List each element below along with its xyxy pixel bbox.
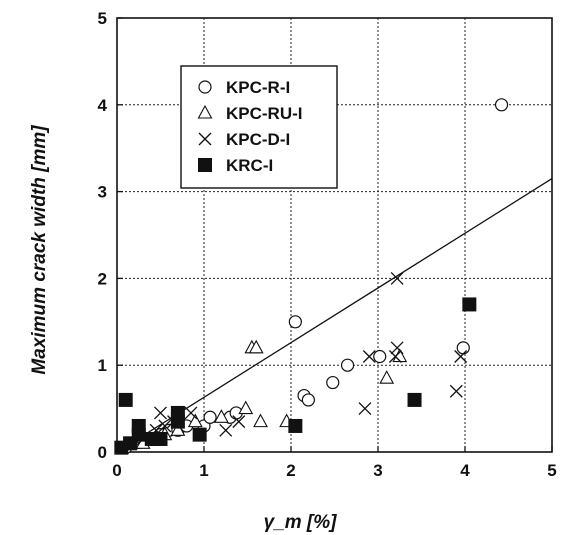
data-point [204, 411, 216, 423]
data-point [239, 402, 252, 414]
legend-marker [199, 81, 211, 93]
data-point [462, 297, 476, 311]
data-point [132, 419, 146, 433]
data-point [374, 351, 386, 363]
x-tick-label: 3 [373, 461, 382, 480]
legend-marker [198, 158, 212, 172]
legend-label: KPC-R-I [226, 78, 290, 97]
data-point [327, 377, 339, 389]
data-point [171, 406, 185, 420]
x-tick-label: 0 [112, 461, 121, 480]
x-axis-label: γ_m [%] [264, 512, 338, 533]
data-point [391, 342, 403, 354]
data-point [289, 316, 301, 328]
x-tick-label: 4 [460, 461, 470, 480]
data-point [359, 403, 371, 415]
data-point [380, 371, 393, 383]
data-point [193, 428, 207, 442]
data-point [302, 394, 314, 406]
legend-label: KPC-D-I [226, 130, 290, 149]
data-point [154, 432, 168, 446]
x-tick-label: 2 [286, 461, 295, 480]
x-axis-ticks: 0 1 2 3 4 5 [112, 446, 556, 480]
data-point [288, 419, 302, 433]
data-point [450, 385, 462, 397]
y-axis-label: Maximum crack width [mm] [29, 125, 50, 375]
y-tick-label: 3 [98, 183, 107, 202]
data-point [254, 415, 267, 427]
legend: KPC-R-I KPC-RU-I KPC-D-I KRC-I [181, 66, 337, 188]
data-point [342, 359, 354, 371]
legend-label: KRC-I [226, 156, 273, 175]
y-tick-label: 0 [98, 443, 107, 462]
data-point [457, 342, 469, 354]
x-tick-label: 1 [199, 461, 208, 480]
data-point [155, 407, 167, 419]
y-tick-label: 1 [98, 356, 107, 375]
x-tick-label: 5 [547, 461, 556, 480]
y-tick-label: 2 [98, 269, 107, 288]
y-tick-label: 5 [98, 9, 107, 28]
y-tick-label: 4 [98, 96, 108, 115]
data-point [496, 99, 508, 111]
data-point [220, 424, 232, 436]
legend-label: KPC-RU-I [226, 104, 303, 123]
data-point [119, 393, 133, 407]
data-point [408, 393, 422, 407]
data-point [185, 407, 197, 419]
